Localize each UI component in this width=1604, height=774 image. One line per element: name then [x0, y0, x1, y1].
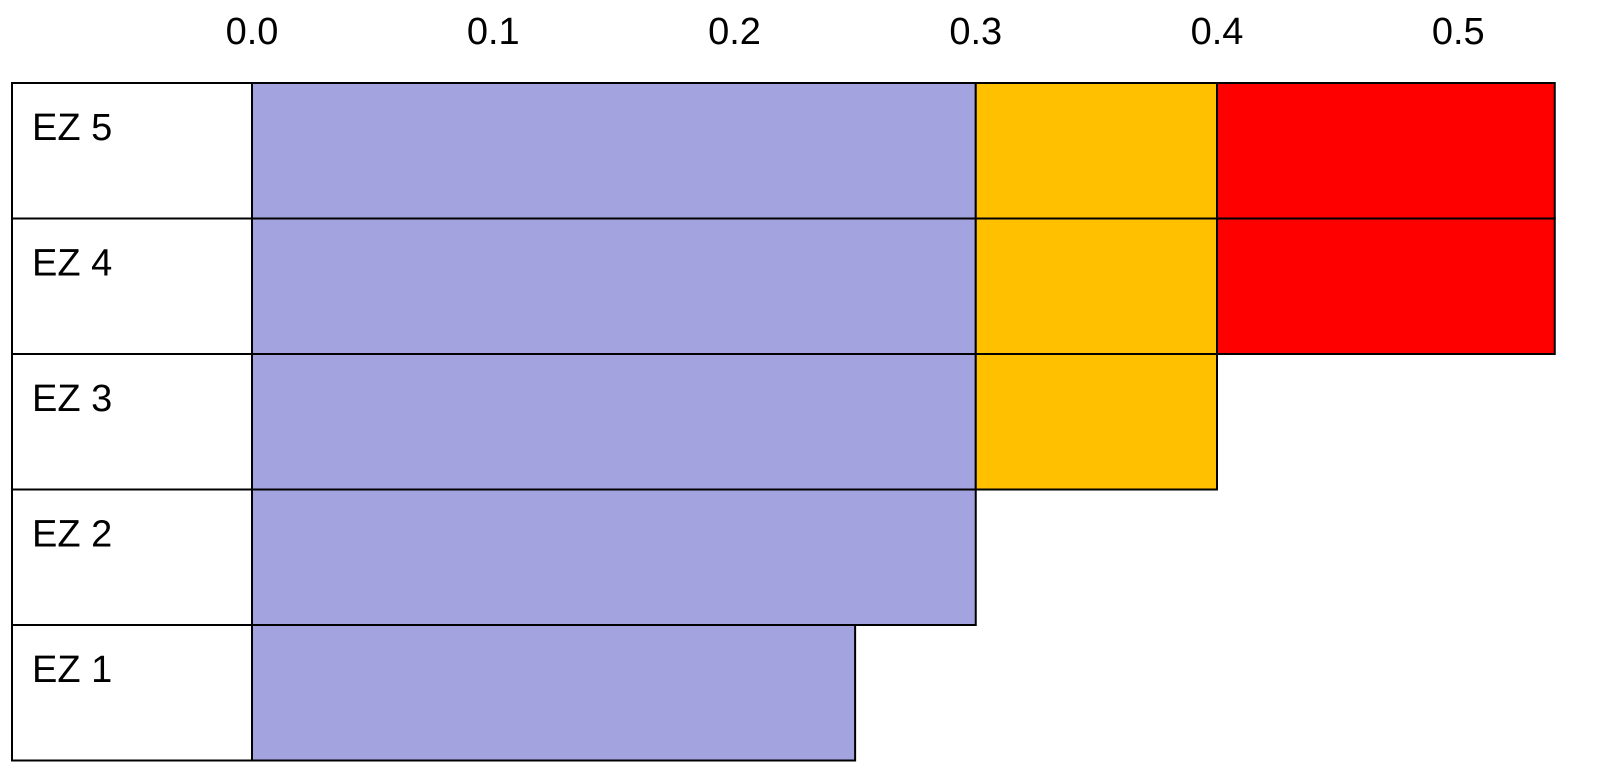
category-label-cell: [11, 82, 253, 220]
bar-segment-3: [1216, 82, 1556, 220]
category-label: EZ 5: [32, 107, 112, 149]
x-axis-tick-labels: 0.0 0.1 0.2 0.3 0.4 0.5: [226, 11, 1485, 53]
category-label: EZ 1: [32, 649, 112, 691]
bar-segment-3: [1216, 217, 1556, 355]
bar-segment-2: [974, 353, 1218, 491]
category-label: EZ 3: [32, 378, 112, 420]
category-label-cells: [11, 82, 253, 762]
x-tick-label: 0.3: [949, 11, 1002, 53]
bar-segment-2: [974, 82, 1218, 220]
bars: [251, 82, 1556, 762]
bar-segment-2: [974, 217, 1218, 355]
x-tick-label: 0.0: [226, 11, 279, 53]
x-tick-label: 0.1: [467, 11, 520, 53]
x-tick-label: 0.4: [1191, 11, 1244, 53]
category-label-cell: [11, 624, 253, 762]
category-label-cell: [11, 488, 253, 626]
bar-segment-1: [251, 624, 857, 762]
category-label: EZ 4: [32, 243, 112, 285]
bar-segment-1: [251, 488, 977, 626]
category-labels: EZ 5 EZ 4 EZ 3 EZ 2 EZ 1: [32, 107, 112, 691]
category-label-cell: [11, 353, 253, 491]
bar-segment-1: [251, 217, 977, 355]
x-tick-label: 0.5: [1432, 11, 1485, 53]
category-label-cell: [11, 217, 253, 355]
category-label: EZ 2: [32, 514, 112, 556]
bar-segment-1: [251, 82, 977, 220]
bar-segment-1: [251, 353, 977, 491]
x-tick-label: 0.2: [708, 11, 761, 53]
